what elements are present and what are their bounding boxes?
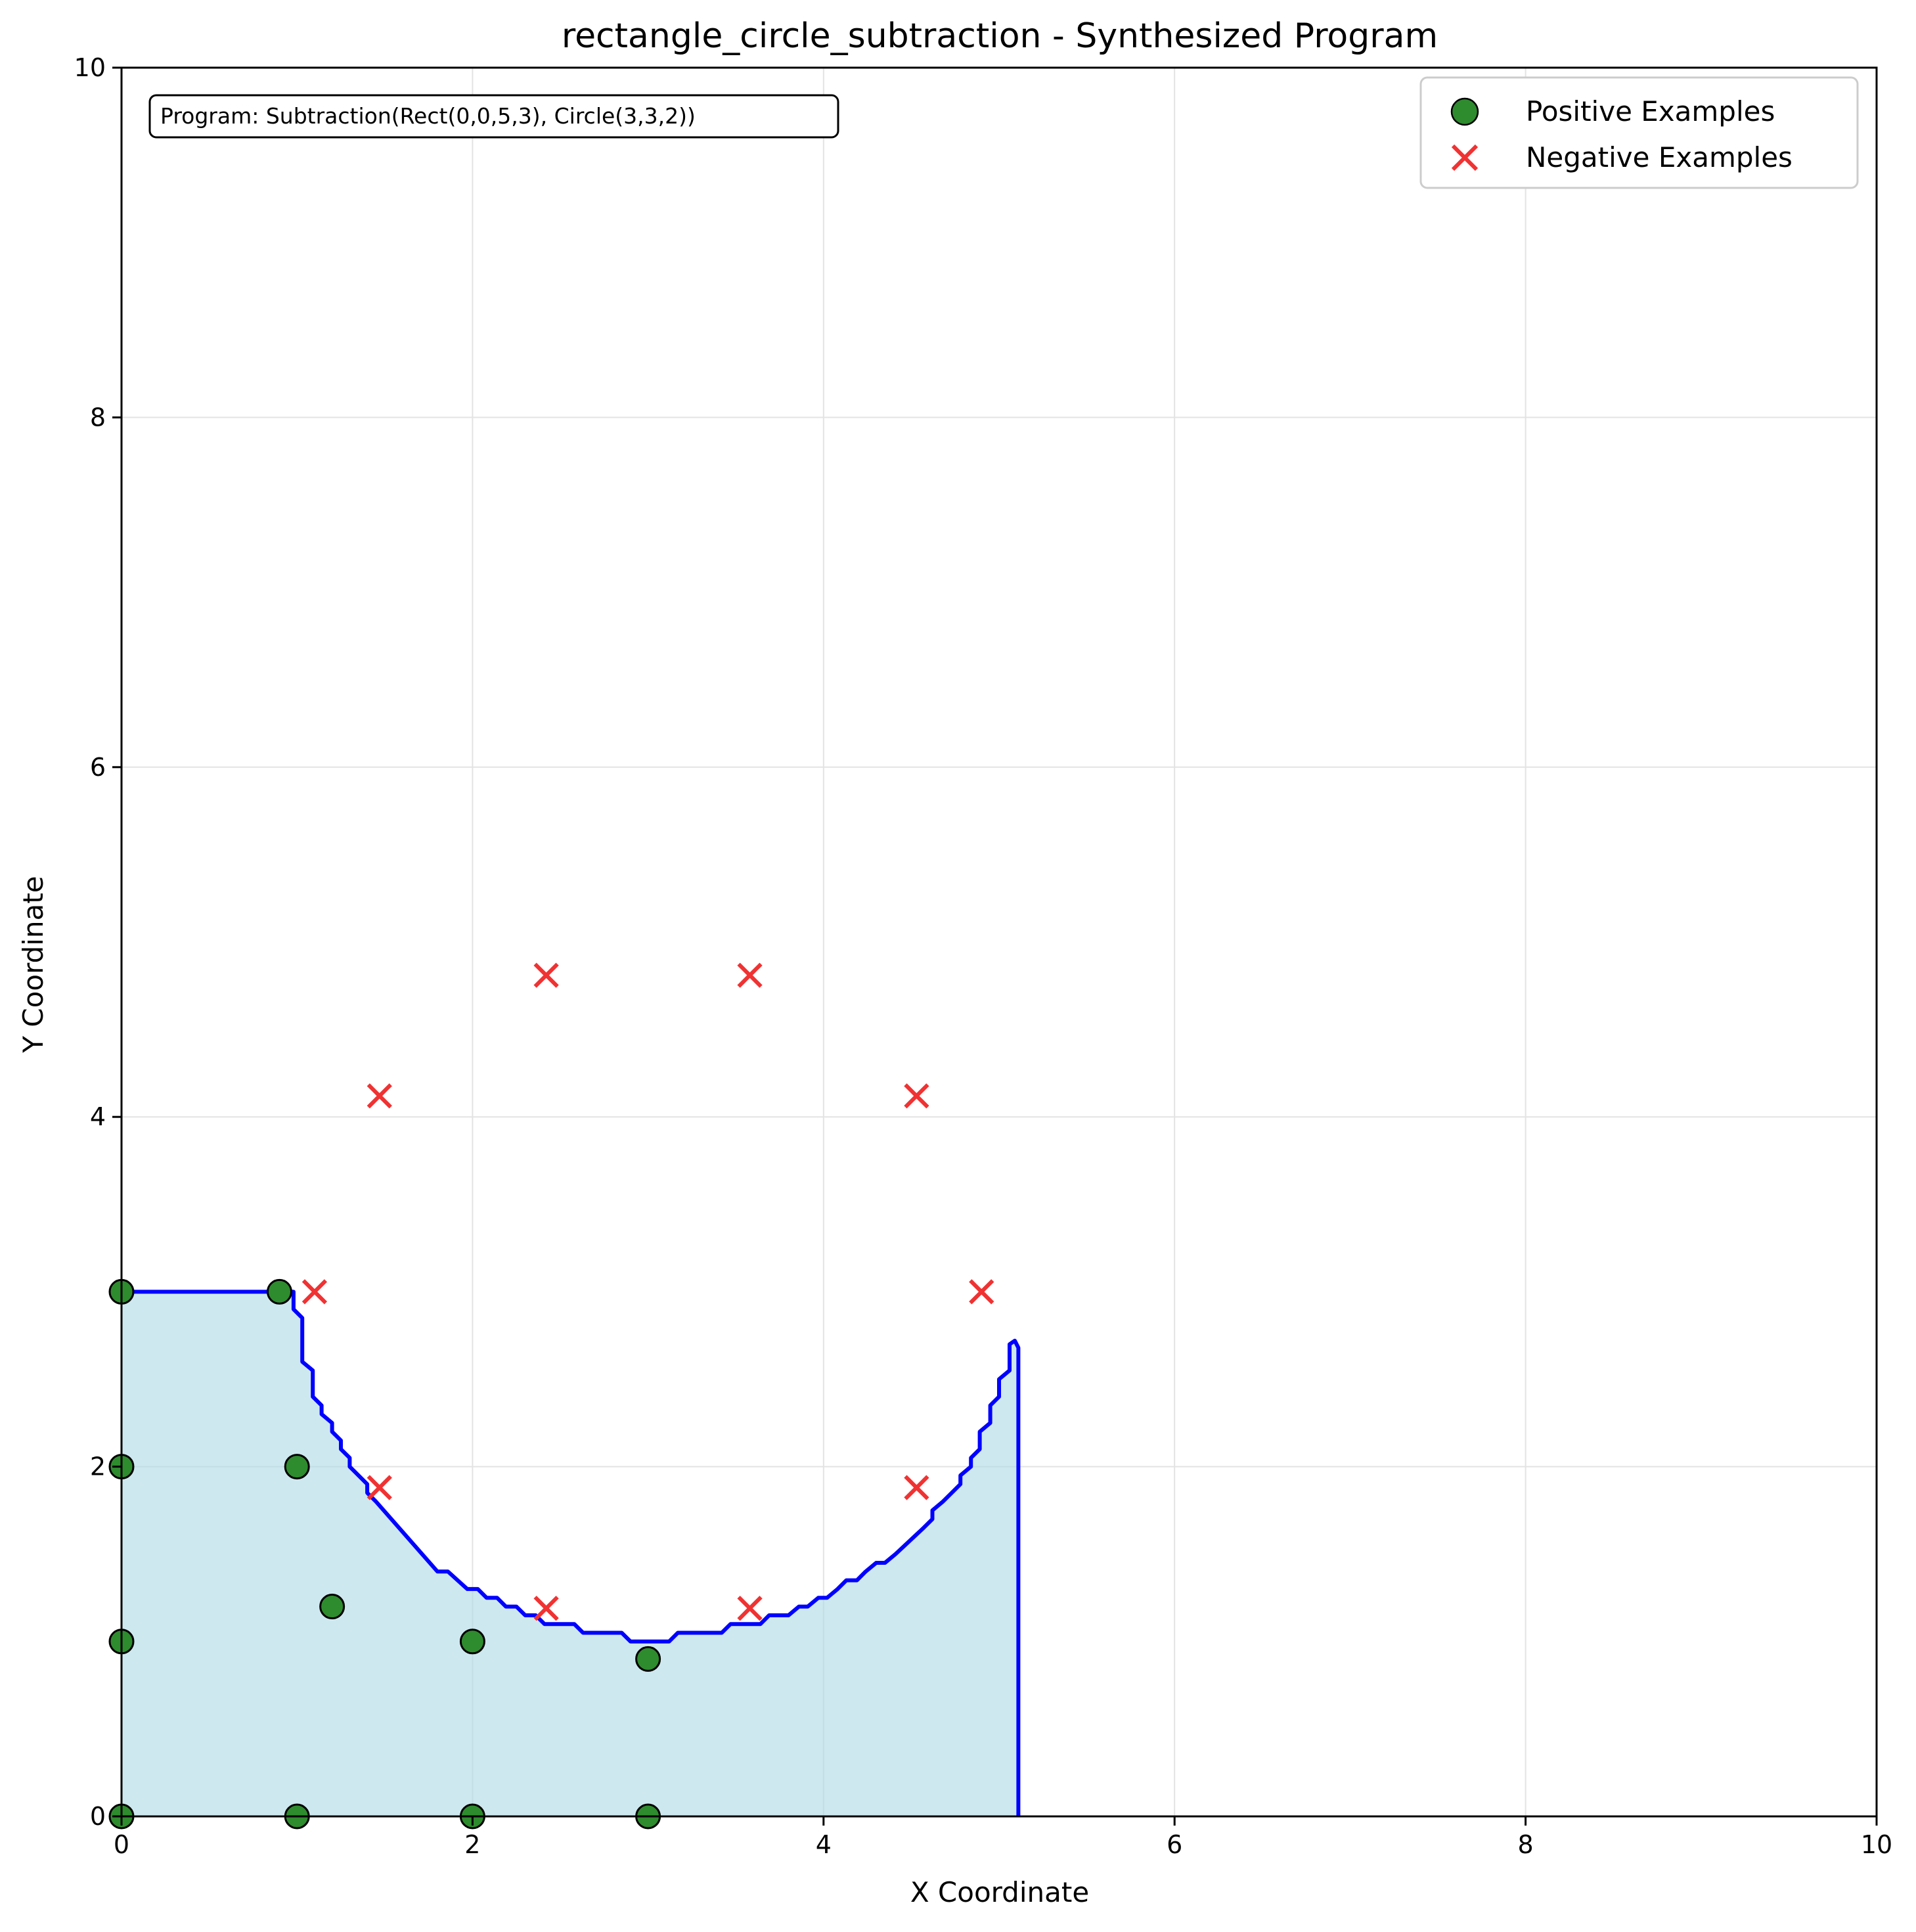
axes-frame (120, 66, 1878, 1818)
x-tick-label: 6 (1167, 1830, 1182, 1859)
y-tick-label: 10 (74, 53, 106, 82)
positive-point (459, 1629, 485, 1655)
program-annotation: Program: Subtraction(Rect(0,0,5,3), Circ… (148, 94, 839, 139)
legend-positive-marker (1450, 97, 1479, 126)
y-tick-label: 2 (90, 1452, 106, 1481)
legend: Positive Examples Negative Examples (1419, 76, 1859, 189)
legend-positive-label: Positive Examples (1526, 95, 1775, 127)
negative-point (904, 1475, 929, 1500)
positive-point (266, 1278, 292, 1305)
positive-point (319, 1594, 345, 1620)
y-axis-label: Y Coordinate (17, 876, 49, 1053)
negative-point (367, 1475, 392, 1500)
positive-point (635, 1646, 661, 1672)
grid (121, 67, 1877, 1817)
x-tick-label: 4 (816, 1830, 832, 1859)
negative-point (737, 962, 763, 988)
y-tick-label: 6 (90, 753, 106, 782)
legend-negative-label: Negative Examples (1526, 141, 1793, 173)
negative-point (301, 1279, 328, 1305)
y-tick-label: 0 (90, 1802, 106, 1831)
region-fill (122, 1292, 1019, 1816)
x-axis-label: X Coordinate (910, 1876, 1089, 1908)
annotation-box (148, 94, 839, 139)
annotation-text: Program: Subtraction(Rect(0,0,5,3), Circ… (160, 103, 696, 129)
negative-point (533, 962, 559, 988)
x-tick-label: 8 (1518, 1830, 1534, 1859)
x-tick-label: 2 (464, 1830, 480, 1859)
positive-point (284, 1454, 310, 1480)
y-tick-label: 4 (90, 1102, 106, 1131)
negative-point (737, 1596, 763, 1621)
y-tick-label: 8 (90, 403, 106, 432)
ticks: 0 2 4 6 8 10 0 2 4 6 8 10 (74, 53, 1893, 1859)
negative-point (533, 1596, 559, 1621)
negative-point (367, 1083, 392, 1109)
legend-box (1419, 76, 1859, 189)
negative-point (969, 1279, 994, 1305)
region-boundary (122, 1290, 1021, 1816)
chart-title: rectangle_circle_subtraction - Synthesiz… (562, 16, 1438, 56)
x-tick-label: 0 (114, 1830, 129, 1859)
negative-point (904, 1083, 929, 1109)
region (122, 1290, 1021, 1816)
x-tick-label: 10 (1861, 1830, 1892, 1859)
legend-negative-marker (1451, 144, 1479, 171)
